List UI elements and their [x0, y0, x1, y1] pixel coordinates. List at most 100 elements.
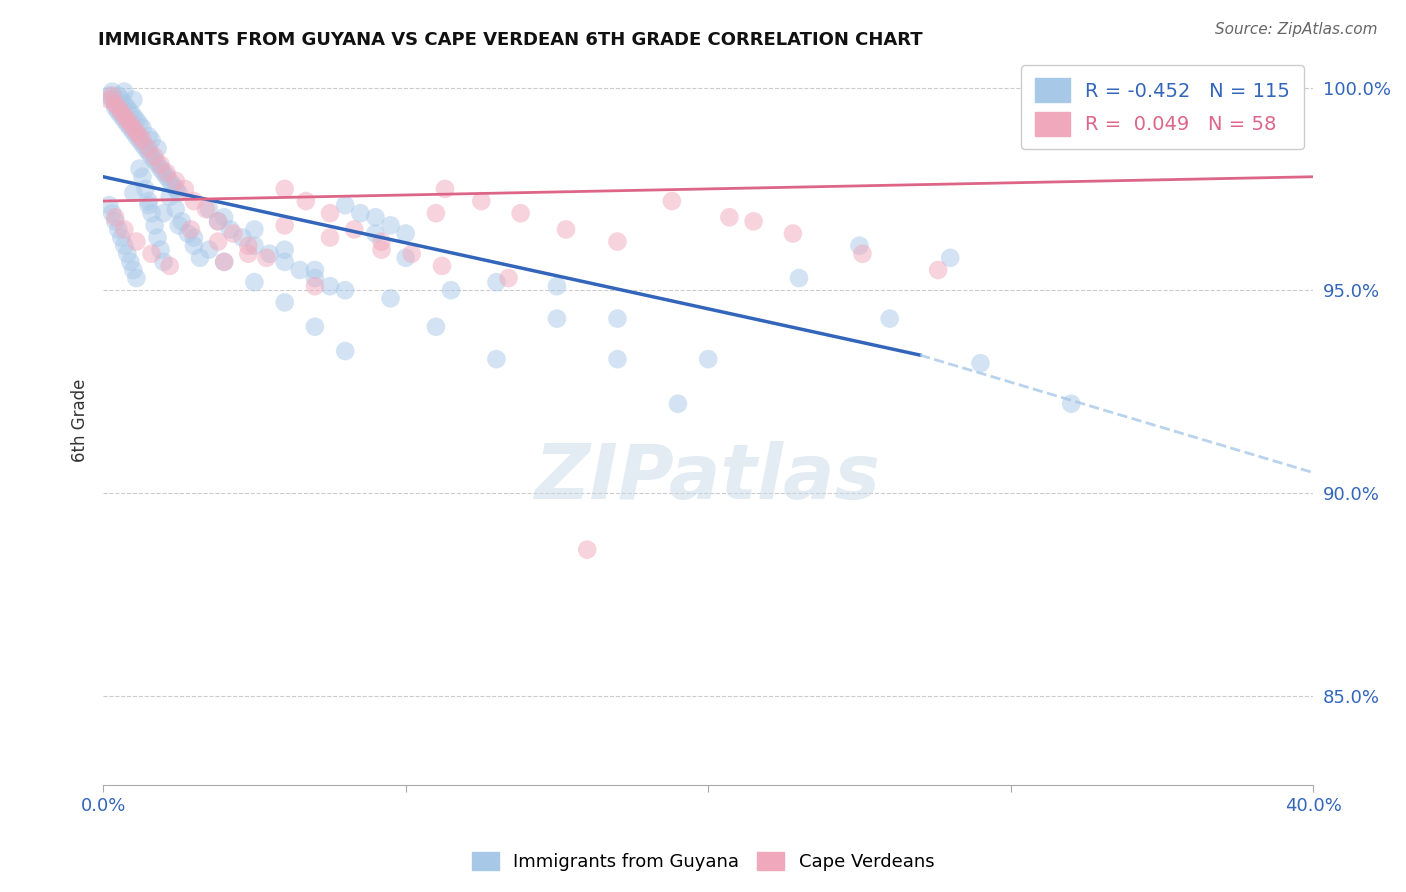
- Point: [198, 202, 221, 216]
- Point: [555, 222, 578, 236]
- Point: [128, 117, 150, 131]
- Point: [159, 174, 181, 188]
- Point: [131, 121, 153, 136]
- Point: [117, 101, 139, 115]
- Point: [288, 263, 311, 277]
- Point: [546, 279, 568, 293]
- Point: [969, 356, 991, 370]
- Point: [433, 182, 456, 196]
- Point: [128, 129, 150, 144]
- Point: [238, 246, 260, 260]
- Point: [256, 251, 278, 265]
- Point: [156, 169, 179, 184]
- Point: [207, 214, 229, 228]
- Point: [120, 117, 142, 131]
- Point: [117, 117, 139, 131]
- Point: [939, 251, 962, 265]
- Point: [177, 227, 200, 241]
- Point: [333, 283, 356, 297]
- Legend: R = -0.452   N = 115, R =  0.049   N = 58: R = -0.452 N = 115, R = 0.049 N = 58: [1021, 65, 1303, 149]
- Point: [134, 141, 156, 155]
- Point: [498, 271, 520, 285]
- Point: [134, 182, 156, 196]
- Point: [927, 263, 949, 277]
- Point: [122, 93, 145, 107]
- Point: [195, 202, 218, 216]
- Point: [141, 133, 163, 147]
- Point: [697, 352, 720, 367]
- Point: [117, 113, 139, 128]
- Point: [380, 219, 402, 233]
- Point: [107, 101, 129, 115]
- Point: [170, 214, 193, 228]
- Point: [304, 263, 326, 277]
- Point: [787, 271, 810, 285]
- Point: [440, 283, 463, 297]
- Point: [128, 161, 150, 176]
- Point: [243, 238, 266, 252]
- Point: [98, 93, 121, 107]
- Point: [165, 202, 187, 216]
- Point: [167, 186, 190, 200]
- Point: [107, 88, 129, 103]
- Point: [319, 230, 342, 244]
- Point: [364, 211, 387, 225]
- Point: [879, 311, 901, 326]
- Point: [125, 129, 148, 144]
- Point: [149, 158, 172, 172]
- Point: [112, 96, 135, 111]
- Point: [120, 255, 142, 269]
- Point: [122, 186, 145, 200]
- Point: [141, 206, 163, 220]
- Point: [606, 311, 628, 326]
- Point: [141, 149, 163, 163]
- Point: [143, 153, 166, 168]
- Point: [112, 222, 135, 236]
- Point: [370, 243, 392, 257]
- Text: Source: ZipAtlas.com: Source: ZipAtlas.com: [1215, 22, 1378, 37]
- Point: [333, 198, 356, 212]
- Point: [243, 222, 266, 236]
- Point: [231, 230, 253, 244]
- Point: [198, 243, 221, 257]
- Point: [576, 542, 599, 557]
- Point: [238, 238, 260, 252]
- Point: [110, 109, 132, 123]
- Point: [146, 158, 169, 172]
- Point: [101, 85, 124, 99]
- Point: [122, 121, 145, 136]
- Point: [112, 85, 135, 99]
- Point: [120, 104, 142, 119]
- Point: [273, 295, 295, 310]
- Point: [273, 243, 295, 257]
- Text: ZIPatlas: ZIPatlas: [536, 442, 882, 516]
- Point: [131, 133, 153, 147]
- Point: [395, 251, 418, 265]
- Point: [152, 166, 174, 180]
- Point: [661, 194, 683, 208]
- Point: [295, 194, 318, 208]
- Point: [425, 319, 447, 334]
- Point: [152, 255, 174, 269]
- Point: [370, 235, 392, 249]
- Point: [243, 275, 266, 289]
- Point: [101, 206, 124, 220]
- Point: [162, 178, 184, 192]
- Point: [304, 279, 326, 293]
- Point: [848, 238, 870, 252]
- Point: [304, 271, 326, 285]
- Point: [207, 214, 229, 228]
- Point: [110, 104, 132, 119]
- Point: [112, 109, 135, 123]
- Point: [606, 235, 628, 249]
- Point: [143, 149, 166, 163]
- Point: [138, 129, 160, 144]
- Point: [143, 219, 166, 233]
- Point: [128, 133, 150, 147]
- Point: [183, 238, 205, 252]
- Point: [546, 311, 568, 326]
- Point: [101, 93, 124, 107]
- Point: [401, 246, 423, 260]
- Y-axis label: 6th Grade: 6th Grade: [72, 378, 89, 462]
- Point: [149, 161, 172, 176]
